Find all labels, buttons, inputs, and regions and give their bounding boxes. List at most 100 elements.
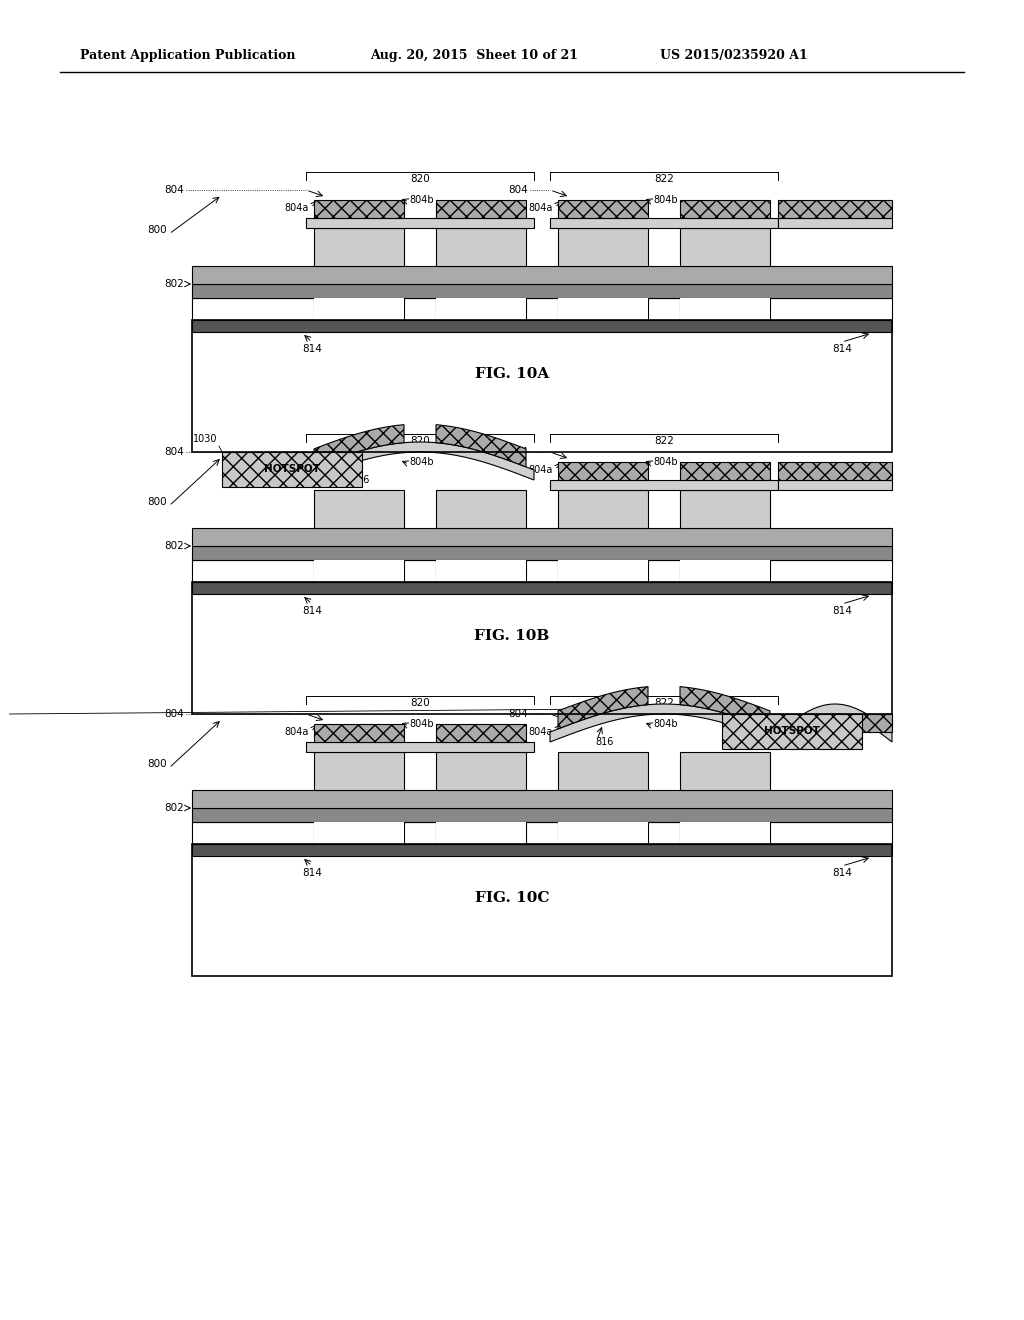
Bar — [680, 201, 770, 218]
Bar — [680, 298, 770, 319]
Bar — [436, 723, 526, 742]
Text: 822: 822 — [654, 174, 674, 183]
Bar — [314, 752, 404, 789]
Text: 804b: 804b — [409, 195, 433, 205]
Polygon shape — [550, 704, 778, 742]
Bar — [193, 267, 892, 284]
Text: 804: 804 — [508, 185, 528, 195]
Polygon shape — [558, 686, 648, 729]
Bar — [436, 298, 526, 319]
Text: 804b: 804b — [653, 195, 678, 205]
Text: 816: 816 — [595, 737, 613, 747]
Bar — [193, 582, 892, 594]
Bar — [558, 298, 648, 319]
Polygon shape — [778, 714, 892, 733]
Text: 814: 814 — [302, 869, 322, 878]
Bar — [436, 490, 526, 528]
Text: 814: 814 — [833, 345, 852, 354]
Bar — [193, 546, 892, 560]
Bar — [550, 218, 778, 228]
Text: 1030: 1030 — [193, 434, 217, 444]
Bar — [558, 560, 648, 582]
Text: 816: 816 — [351, 475, 370, 484]
Text: HOTSPOT: HOTSPOT — [764, 726, 820, 737]
Text: 804a: 804a — [285, 727, 309, 737]
Text: 804b: 804b — [653, 719, 678, 729]
Text: 804: 804 — [508, 447, 528, 457]
Text: 820: 820 — [411, 174, 430, 183]
Text: Aug. 20, 2015  Sheet 10 of 21: Aug. 20, 2015 Sheet 10 of 21 — [370, 49, 578, 62]
Bar — [193, 284, 892, 298]
Bar — [558, 228, 648, 267]
Bar — [558, 822, 648, 843]
Bar — [193, 843, 892, 855]
Text: FIG. 10A: FIG. 10A — [475, 367, 549, 381]
Bar — [193, 822, 892, 843]
Bar — [778, 480, 892, 490]
Bar — [680, 822, 770, 843]
Bar — [306, 742, 534, 752]
Text: 816: 816 — [595, 475, 613, 484]
Text: 802: 802 — [164, 279, 184, 289]
Text: 804a: 804a — [285, 465, 309, 475]
Text: 814: 814 — [302, 345, 322, 354]
Bar — [436, 560, 526, 582]
Text: 802: 802 — [164, 803, 184, 813]
Text: 804a: 804a — [285, 203, 309, 213]
Bar — [314, 822, 404, 843]
Text: 804: 804 — [164, 185, 184, 195]
Bar — [314, 201, 404, 218]
Text: 814: 814 — [302, 606, 322, 616]
Bar — [550, 480, 778, 490]
Bar — [314, 228, 404, 267]
Bar — [778, 218, 892, 228]
Polygon shape — [778, 704, 892, 742]
Bar — [722, 714, 862, 748]
Bar — [306, 218, 534, 228]
Text: 804a: 804a — [528, 465, 553, 475]
Bar — [436, 822, 526, 843]
Polygon shape — [314, 425, 404, 467]
Text: 820: 820 — [411, 698, 430, 708]
Text: 822: 822 — [654, 436, 674, 446]
Text: 804: 804 — [164, 447, 184, 457]
Bar — [558, 462, 648, 480]
Bar — [680, 560, 770, 582]
Text: HOTSPOT: HOTSPOT — [264, 465, 319, 474]
Text: 822: 822 — [654, 698, 674, 708]
Text: FIG. 10B: FIG. 10B — [474, 630, 550, 643]
Bar — [680, 490, 770, 528]
Bar — [436, 228, 526, 267]
Polygon shape — [436, 425, 526, 467]
Bar — [314, 560, 404, 582]
Text: 816: 816 — [595, 213, 613, 223]
Bar — [558, 490, 648, 528]
Bar — [193, 789, 892, 808]
Text: 804a: 804a — [528, 203, 553, 213]
Bar — [778, 201, 892, 218]
Text: 804: 804 — [508, 709, 528, 719]
Bar — [193, 843, 892, 975]
Text: 816: 816 — [351, 737, 370, 747]
Bar — [193, 298, 892, 319]
Bar — [193, 582, 892, 714]
Text: 814: 814 — [833, 606, 852, 616]
Bar — [778, 462, 892, 480]
Bar — [558, 752, 648, 789]
Bar — [680, 752, 770, 789]
Text: 804a: 804a — [528, 727, 553, 737]
Text: Patent Application Publication: Patent Application Publication — [80, 49, 296, 62]
Bar — [193, 528, 892, 546]
Text: 804b: 804b — [653, 457, 678, 467]
Bar — [314, 723, 404, 742]
Bar — [558, 201, 648, 218]
Polygon shape — [680, 686, 770, 729]
Text: 816: 816 — [351, 213, 370, 223]
Text: 802: 802 — [164, 541, 184, 550]
Text: 804b: 804b — [409, 457, 433, 467]
Bar — [680, 228, 770, 267]
Text: FIG. 10C: FIG. 10C — [475, 891, 549, 906]
Text: 804b: 804b — [409, 719, 433, 729]
Text: 800: 800 — [147, 224, 167, 235]
Text: 820: 820 — [411, 436, 430, 446]
